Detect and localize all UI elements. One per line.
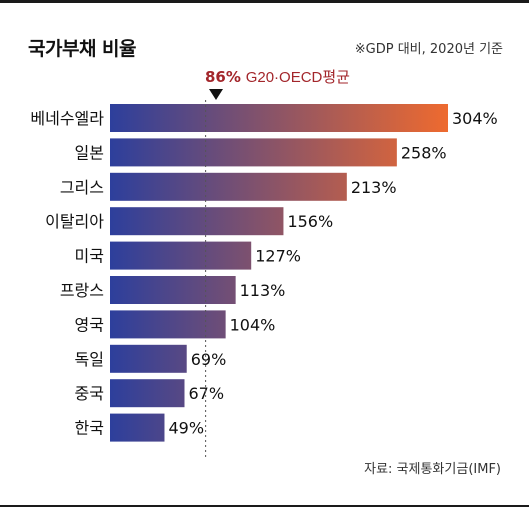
bar [110,379,185,408]
value-label: 156% [287,212,333,231]
average-marker-icon [209,89,223,100]
bar [110,172,347,201]
value-label: 49% [168,419,204,438]
average-value-label: 86% [205,68,241,86]
category-label: 한국 [75,419,104,438]
value-label: 213% [351,178,397,197]
bar [110,207,284,236]
bar [110,413,165,442]
value-label: 69% [191,350,227,369]
value-label: 127% [255,247,301,266]
bar [110,310,226,339]
bar [110,138,397,167]
chart-title: 국가부채 비율 [28,38,137,60]
category-label: 중국 [75,384,104,403]
bar [110,276,236,304]
bottom-rule [0,505,529,507]
average-annotation: 86% G20·OECD평균 [205,66,350,87]
category-label: 베네수엘라 [30,109,104,128]
category-label: 프랑스 [60,281,104,300]
category-label: 독일 [75,350,104,369]
chart-note: ※GDP 대비, 2020년 기준 [354,42,503,57]
value-label: 113% [240,281,286,300]
category-label: 일본 [75,143,104,162]
top-rule [0,0,529,3]
category-label: 이탈리아 [45,212,104,231]
bar [110,104,448,132]
category-label: 그리스 [60,178,104,197]
average-label: G20·OECD평균 [245,69,350,86]
value-label: 67% [188,384,224,403]
category-label: 영국 [75,315,104,334]
value-label: 304% [452,109,498,128]
source-note: 자료: 국제통화기금(IMF) [364,462,501,477]
bar [110,241,252,270]
category-label: 미국 [75,247,104,266]
bar [110,344,187,373]
value-label: 258% [401,143,447,162]
value-label: 104% [230,315,276,334]
